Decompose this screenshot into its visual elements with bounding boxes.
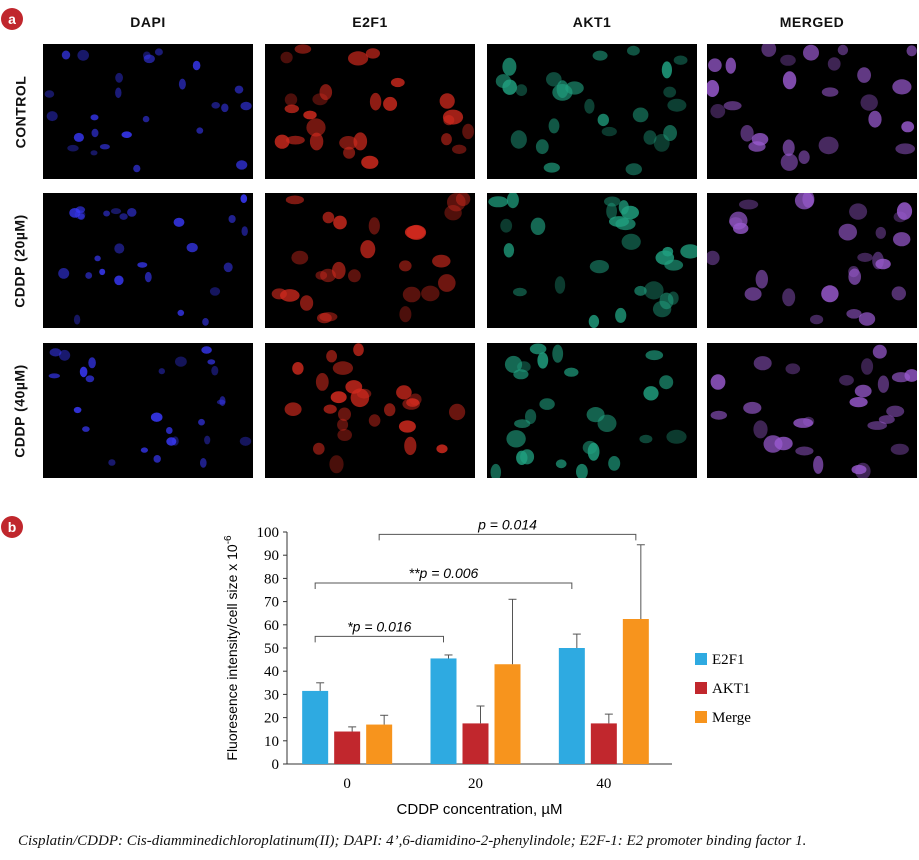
micrograph-merged-row1 — [707, 44, 917, 179]
y-tick-label: 100 — [257, 525, 280, 541]
y-tick-label: 80 — [264, 571, 279, 587]
bar-merge-0 — [366, 724, 393, 764]
micrograph-e2f1-row2 — [265, 193, 475, 328]
bar-chart: 0 10 20 30 40 50 60 70 80 90 100 Fluoresence intens… — [223, 516, 751, 818]
bar-e2f1-40 — [558, 648, 585, 764]
figure-caption: Cisplatin/CDDP: Cis-diamminedichloroplat… — [18, 833, 807, 849]
micrograph-dapi-row1 — [43, 44, 253, 179]
micrograph-merged-row2 — [707, 193, 917, 328]
bar-akt1-0 — [334, 731, 361, 764]
panel-a-badge: a — [1, 8, 23, 30]
bar-e2f1-20 — [430, 658, 457, 764]
column-header-merged: MERGED — [779, 14, 845, 30]
legend-label-merge: Merge — [712, 710, 751, 726]
x-tick-label: 20 — [468, 776, 483, 792]
y-tick-label: 90 — [264, 548, 279, 564]
bar-e2f1-0 — [302, 690, 329, 764]
legend-label-akt1: AKT1 — [712, 681, 750, 697]
micrograph-akt1-row3 — [487, 343, 697, 478]
micrograph-dapi-row2 — [43, 193, 253, 328]
micrograph-e2f1-row1 — [265, 44, 475, 179]
legend-swatch-akt1 — [695, 682, 707, 694]
y-tick-label: 70 — [264, 595, 279, 611]
x-axis-label: CDDP concentration, µM — [397, 801, 563, 818]
p-value-label: p = 0.014 — [477, 516, 537, 532]
y-tick-label: 10 — [264, 734, 279, 750]
column-header-e2f1: E2F1 — [352, 14, 388, 30]
y-tick-label: 30 — [264, 687, 279, 703]
row-header-cddp-40: CDDP (40µM) — [12, 363, 28, 458]
y-tick-label: 50 — [264, 641, 279, 657]
y-tick-label: 40 — [264, 664, 279, 680]
x-tick-label: 40 — [596, 776, 611, 792]
bar-merge-40 — [622, 619, 649, 764]
y-tick-label: 60 — [264, 618, 279, 634]
column-header-dapi: DAPI — [130, 14, 166, 30]
significance-bracket — [378, 533, 637, 541]
y-tick-label: 20 — [264, 711, 279, 727]
significance-bracket — [314, 635, 444, 643]
p-value-label: **p = 0.006 — [409, 565, 479, 581]
legend-label-e2f1: E2F1 — [712, 652, 745, 668]
significance-bracket — [314, 582, 573, 590]
bar-akt1-20 — [462, 723, 489, 764]
panel-b-badge: b — [1, 516, 23, 538]
micrograph-e2f1-row3 — [265, 343, 475, 478]
row-header-control: CONTROL — [12, 75, 28, 148]
column-header-akt1: AKT1 — [572, 14, 612, 30]
micrograph-akt1-row2 — [487, 193, 697, 328]
p-value-label: *p = 0.016 — [347, 618, 411, 634]
y-axis-label: Fluoresence intensity/cell size x 10-6 — [223, 535, 240, 761]
bar-merge-20 — [494, 664, 521, 764]
bar-akt1-40 — [590, 723, 617, 764]
legend-swatch-merge — [695, 711, 707, 723]
row-header-cddp-20: CDDP (20µM) — [12, 213, 28, 308]
legend-swatch-e2f1 — [695, 653, 707, 665]
micrograph-akt1-row1 — [487, 44, 697, 179]
micrograph-merged-row3 — [707, 343, 917, 478]
micrograph-dapi-row3 — [43, 343, 253, 478]
x-tick-label: 0 — [343, 776, 351, 792]
y-tick-label: 0 — [272, 757, 280, 773]
